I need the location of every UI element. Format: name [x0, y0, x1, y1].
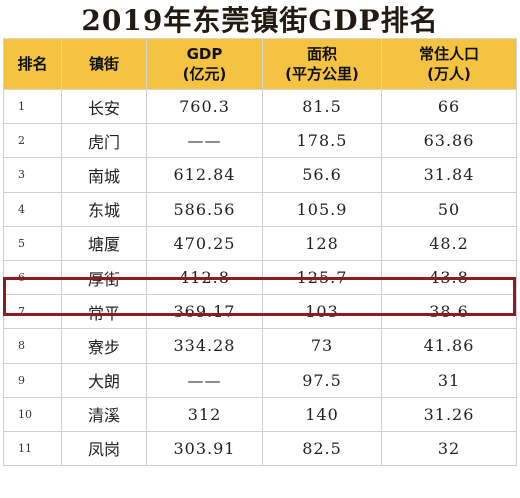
town-cell: 寮步 — [61, 328, 147, 364]
town-cell: 南城 — [61, 157, 147, 193]
header-population: 常住人口 (万人) — [381, 38, 517, 90]
rank-cell: 4 — [3, 191, 62, 227]
rank-cell: 8 — [3, 328, 62, 364]
page-title: 2019年东莞镇街GDP排名 — [81, 4, 439, 37]
header-area: 面积 (平方公里) — [262, 38, 382, 90]
area-cell: 56.6 — [262, 157, 382, 193]
area-cell: 97.5 — [262, 362, 382, 398]
area-cell: 81.5 — [262, 88, 382, 125]
population-cell: 31.26 — [381, 396, 517, 432]
table-row: 7 常平 369.17 103 38.6 — [3, 294, 517, 330]
population-cell: 31 — [381, 362, 517, 398]
area-cell: 103 — [262, 294, 382, 330]
table-row: 3 南城 612.84 56.6 31.84 — [3, 157, 517, 193]
town-cell: 凤岗 — [61, 430, 147, 467]
area-cell: 178.5 — [262, 123, 382, 159]
table-row: 8 寮步 334.28 73 41.86 — [3, 328, 517, 364]
area-cell: 140 — [262, 396, 382, 432]
header-population-line1: 常住人口 — [418, 45, 479, 63]
table-row: 6 厚街 412.8 125.7 43.8 — [3, 259, 517, 296]
town-cell: 常平 — [61, 294, 147, 330]
town-cell: 东城 — [61, 191, 147, 227]
gdp-cell: 412.8 — [146, 259, 263, 296]
header-area-line2: (平方公里) — [285, 65, 359, 83]
gdp-cell: —— — [146, 362, 263, 398]
town-cell: 长安 — [61, 88, 147, 125]
population-cell: 38.6 — [381, 294, 517, 330]
rank-cell: 9 — [3, 362, 62, 398]
rank-cell: 6 — [3, 259, 62, 296]
gdp-cell: 586.56 — [146, 191, 263, 227]
table-row: 9 大朗 —— 97.5 31 — [3, 362, 517, 398]
town-cell: 大朗 — [61, 362, 147, 398]
rank-cell: 1 — [3, 88, 62, 125]
population-cell: 48.2 — [381, 225, 517, 261]
population-cell: 66 — [381, 88, 517, 125]
population-cell: 63.86 — [381, 123, 517, 159]
gdp-cell: 760.3 — [146, 88, 263, 125]
rank-cell: 3 — [3, 157, 62, 193]
population-cell: 43.8 — [381, 259, 517, 296]
header-rank: 排名 — [3, 38, 62, 90]
gdp-cell: 303.91 — [146, 430, 263, 467]
header-row: 排名 镇街 GDP (亿元) 面积 (平方公里) 常住人口 (万人) — [3, 38, 517, 90]
header-area-line1: 面积 — [306, 45, 337, 63]
gdp-cell: 312 — [146, 396, 263, 432]
area-cell: 128 — [262, 225, 382, 261]
population-cell: 41.86 — [381, 328, 517, 364]
town-cell: 厚街 — [61, 259, 147, 296]
area-cell: 82.5 — [262, 430, 382, 467]
rank-cell: 10 — [3, 396, 62, 432]
header-gdp: GDP (亿元) — [146, 38, 263, 90]
town-cell: 虎门 — [61, 123, 147, 159]
rank-cell: 5 — [3, 225, 62, 261]
area-cell: 105.9 — [262, 191, 382, 227]
gdp-cell: —— — [146, 123, 263, 159]
gdp-cell: 612.84 — [146, 157, 263, 193]
header-population-line2: (万人) — [427, 65, 471, 83]
table-row: 11 凤岗 303.91 82.5 32 — [3, 430, 517, 467]
table-row: 5 塘厦 470.25 128 48.2 — [3, 225, 517, 261]
header-gdp-line2: (亿元) — [182, 65, 227, 83]
area-cell: 125.7 — [262, 259, 382, 296]
gdp-cell: 369.17 — [146, 294, 263, 330]
population-cell: 50 — [381, 191, 517, 227]
population-cell: 32 — [381, 430, 517, 467]
header-town: 镇街 — [61, 38, 147, 90]
town-cell: 塘厦 — [61, 225, 147, 261]
area-cell: 73 — [262, 328, 382, 364]
gdp-cell: 334.28 — [146, 328, 263, 364]
table-row: 10 清溪 312 140 31.26 — [3, 396, 517, 432]
gdp-cell: 470.25 — [146, 225, 263, 261]
rank-cell: 7 — [3, 294, 62, 330]
table-row: 2 虎门 —— 178.5 63.86 — [3, 123, 517, 159]
rank-cell: 11 — [3, 430, 62, 467]
gdp-ranking-table: 排名 镇街 GDP (亿元) 面积 (平方公里) 常住人口 (万人) 1 长安 76… — [3, 38, 517, 467]
table-row: 1 长安 760.3 81.5 66 — [3, 88, 517, 125]
table-row: 4 东城 586.56 105.9 50 — [3, 191, 517, 227]
town-cell: 清溪 — [61, 396, 147, 432]
rank-cell: 2 — [3, 123, 62, 159]
header-gdp-line1: GDP — [186, 45, 223, 63]
population-cell: 31.84 — [381, 157, 517, 193]
